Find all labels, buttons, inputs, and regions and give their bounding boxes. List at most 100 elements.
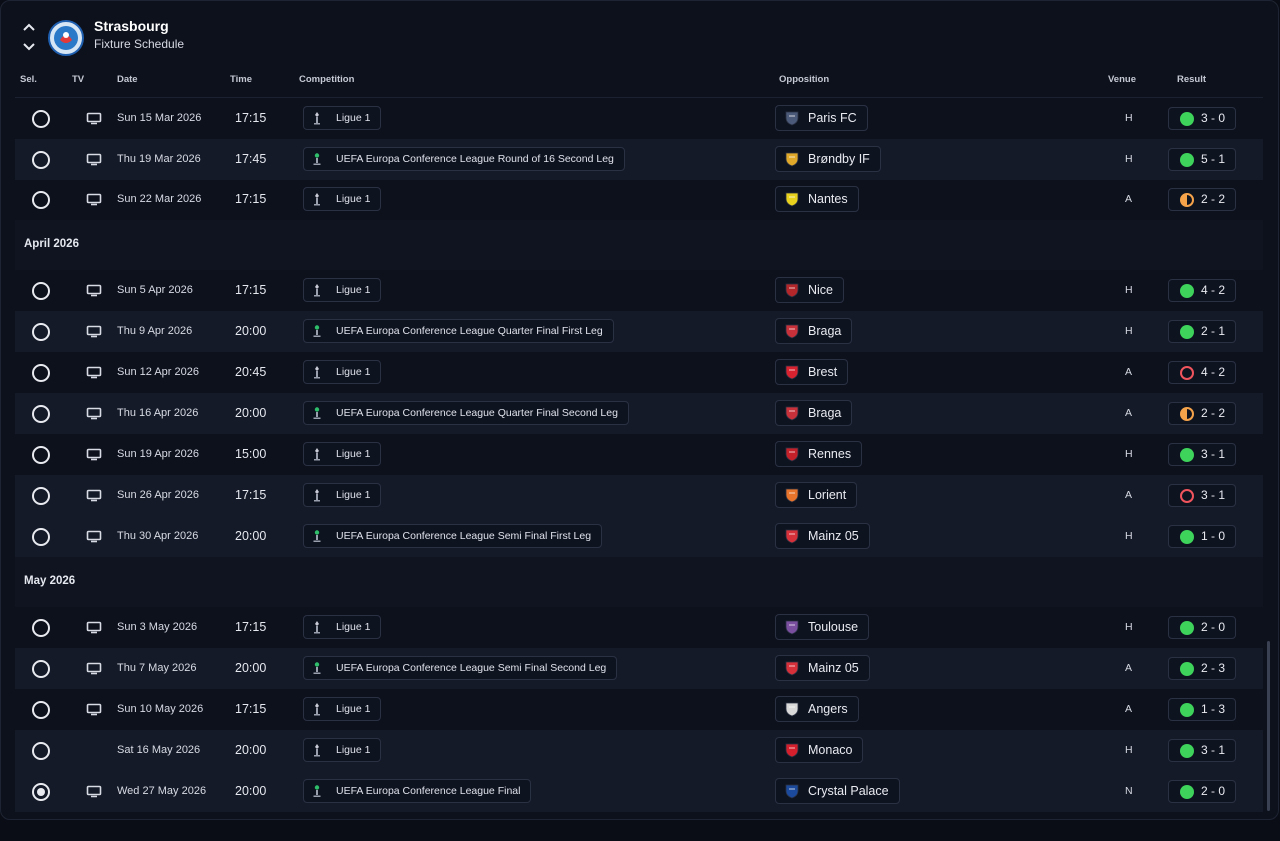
select-radio[interactable] xyxy=(32,151,50,169)
opposition-chip[interactable]: Braga xyxy=(775,318,853,344)
fixture-row[interactable]: Sun 10 May 2026 17:15 Ligue 1 Angers A 1 - 3 xyxy=(15,689,1263,730)
select-radio[interactable] xyxy=(32,191,50,209)
competition-chip[interactable]: UEFA Europa Conference League Final xyxy=(303,779,532,803)
result-chip[interactable]: 2 - 1 xyxy=(1168,320,1236,343)
competition-chip[interactable]: Ligue 1 xyxy=(303,442,382,466)
win-indicator-icon xyxy=(1180,785,1194,799)
competition-chip[interactable]: Ligue 1 xyxy=(303,360,382,384)
result-chip[interactable]: 2 - 0 xyxy=(1168,780,1236,803)
select-radio[interactable] xyxy=(32,660,50,678)
opposition-chip[interactable]: Nantes xyxy=(775,186,859,212)
competition-chip[interactable]: UEFA Europa Conference League Quarter Fi… xyxy=(303,401,629,425)
column-header-opposition[interactable]: Opposition xyxy=(779,74,830,85)
chevron-up-icon[interactable] xyxy=(22,22,36,34)
opposition-chip[interactable]: Brest xyxy=(775,359,849,385)
competition-chip[interactable]: Ligue 1 xyxy=(303,697,382,721)
result-chip[interactable]: 1 - 3 xyxy=(1168,698,1236,721)
ligue1-icon xyxy=(312,702,322,716)
result-chip[interactable]: 3 - 1 xyxy=(1168,484,1236,507)
result-chip[interactable]: 1 - 0 xyxy=(1168,525,1236,548)
scrollbar[interactable] xyxy=(1267,641,1270,811)
result-score: 3 - 0 xyxy=(1201,111,1226,125)
select-radio[interactable] xyxy=(32,701,50,719)
opposition-chip[interactable]: Brøndby IF xyxy=(775,146,881,172)
competition-chip[interactable]: UEFA Europa Conference League Round of 1… xyxy=(303,147,625,171)
fixture-row[interactable]: Sat 16 May 2026 20:00 Ligue 1 Monaco H 3 - 1 xyxy=(15,730,1263,771)
result-chip[interactable]: 2 - 2 xyxy=(1168,402,1236,425)
opposition-chip[interactable]: Mainz 05 xyxy=(775,655,870,681)
result-chip[interactable]: 4 - 2 xyxy=(1168,279,1236,302)
fixture-row[interactable]: Sun 3 May 2026 17:15 Ligue 1 Toulouse H 2 - 0 xyxy=(15,607,1263,648)
opposition-chip[interactable]: Paris FC xyxy=(775,105,868,131)
select-radio[interactable] xyxy=(32,446,50,464)
fixture-row[interactable]: Thu 30 Apr 2026 20:00 UEFA Europa Conferen… xyxy=(15,516,1263,557)
fixture-row[interactable]: Sun 26 Apr 2026 17:15 Ligue 1 Lorient A 3 - 1 xyxy=(15,475,1263,516)
column-header-tv[interactable]: TV xyxy=(72,74,85,85)
opposition-chip[interactable]: Monaco xyxy=(775,737,864,763)
competition-label: Ligue 1 xyxy=(336,489,371,501)
opposition-chip[interactable]: Mainz 05 xyxy=(775,523,870,549)
opposition-chip[interactable]: Braga xyxy=(775,400,853,426)
competition-chip[interactable]: Ligue 1 xyxy=(303,615,382,639)
select-radio[interactable] xyxy=(32,110,50,128)
select-radio[interactable] xyxy=(32,528,50,546)
opposition-chip[interactable]: Rennes xyxy=(775,441,863,467)
select-radio[interactable] xyxy=(32,323,50,341)
column-header-time[interactable]: Time xyxy=(230,74,253,85)
opposition-chip[interactable]: Toulouse xyxy=(775,614,870,640)
select-radio[interactable] xyxy=(32,364,50,382)
competition-chip[interactable]: UEFA Europa Conference League Semi Final… xyxy=(303,524,603,548)
opposition-chip[interactable]: Crystal Palace xyxy=(775,778,900,804)
fixture-row[interactable]: Sun 5 Apr 2026 17:15 Ligue 1 Nice H 4 - 2 xyxy=(15,270,1263,311)
fixture-row[interactable]: Thu 9 Apr 2026 20:00 UEFA Europa Conferenc… xyxy=(15,311,1263,352)
competition-chip[interactable]: Ligue 1 xyxy=(303,106,382,130)
competition-chip[interactable]: UEFA Europa Conference League Quarter Fi… xyxy=(303,319,614,343)
competition-chip[interactable]: Ligue 1 xyxy=(303,483,382,507)
month-group-header: April 2026 xyxy=(15,220,1263,270)
result-chip[interactable]: 4 - 2 xyxy=(1168,361,1236,384)
opposition-chip[interactable]: Nice xyxy=(775,277,845,303)
fixture-row[interactable]: Sun 22 Mar 2026 17:15 Ligue 1 Nantes A 2 - 2 xyxy=(15,179,1263,220)
select-radio[interactable] xyxy=(32,783,50,801)
tv-icon xyxy=(86,112,102,125)
fixture-row[interactable]: Wed 27 May 2026 20:00 UEFA Europa Conferen… xyxy=(15,771,1263,812)
fixture-row[interactable]: Thu 16 Apr 2026 20:00 UEFA Europa Conferen… xyxy=(15,393,1263,434)
result-chip[interactable]: 2 - 2 xyxy=(1168,188,1236,211)
opposition-chip[interactable]: Angers xyxy=(775,696,859,722)
opposition-label: Crystal Palace xyxy=(808,784,889,798)
result-chip[interactable]: 5 - 1 xyxy=(1168,148,1236,171)
fixture-row[interactable]: Sun 15 Mar 2026 17:15 Ligue 1 Paris FC H 3 - … xyxy=(15,98,1263,139)
select-radio[interactable] xyxy=(32,742,50,760)
competition-chip[interactable]: Ligue 1 xyxy=(303,278,382,302)
select-radio[interactable] xyxy=(32,282,50,300)
result-chip[interactable]: 3 - 1 xyxy=(1168,443,1236,466)
opposition-chip[interactable]: Lorient xyxy=(775,482,858,508)
win-indicator-icon xyxy=(1180,662,1194,676)
ligue1-icon xyxy=(312,365,322,379)
opposition-label: Nantes xyxy=(808,192,848,206)
column-header-competition[interactable]: Competition xyxy=(299,74,355,85)
column-header-result[interactable]: Result xyxy=(1177,74,1207,85)
fixture-row[interactable]: Sun 12 Apr 2026 20:45 Ligue 1 Brest A 4 - 2 xyxy=(15,352,1263,393)
fixture-row[interactable]: Thu 19 Mar 2026 17:45 UEFA Europa Conferen… xyxy=(15,139,1263,180)
select-radio[interactable] xyxy=(32,405,50,423)
column-header-venue[interactable]: Venue xyxy=(1108,74,1136,85)
result-chip[interactable]: 2 - 3 xyxy=(1168,657,1236,680)
column-header-date[interactable]: Date xyxy=(117,74,138,85)
fixture-row[interactable]: Thu 7 May 2026 20:00 UEFA Europa Conferenc… xyxy=(15,648,1263,689)
result-score: 3 - 1 xyxy=(1201,743,1226,757)
column-header-sel[interactable]: Sel. xyxy=(20,74,37,85)
result-chip[interactable]: 3 - 0 xyxy=(1168,107,1236,130)
select-radio[interactable] xyxy=(32,487,50,505)
club-name[interactable]: Strasbourg xyxy=(94,18,169,34)
competition-chip[interactable]: Ligue 1 xyxy=(303,738,382,762)
chevron-down-icon[interactable] xyxy=(22,42,36,54)
result-chip[interactable]: 2 - 0 xyxy=(1168,616,1236,639)
club-crest-icon[interactable] xyxy=(48,20,84,56)
select-radio[interactable] xyxy=(32,619,50,637)
competition-chip[interactable]: UEFA Europa Conference League Semi Final… xyxy=(303,656,618,680)
competition-chip[interactable]: Ligue 1 xyxy=(303,187,382,211)
fixture-row[interactable]: Sun 19 Apr 2026 15:00 Ligue 1 Rennes H 3 - 1 xyxy=(15,434,1263,475)
result-chip[interactable]: 3 - 1 xyxy=(1168,739,1236,762)
competition-label: UEFA Europa Conference League Round of 1… xyxy=(336,153,614,165)
